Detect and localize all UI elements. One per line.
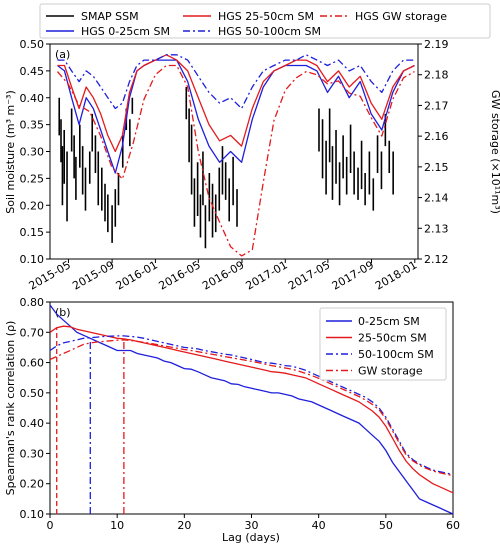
panel-a-y2tick-label: 2.18 — [424, 69, 449, 82]
panel-b-xtick-label: 50 — [379, 519, 393, 532]
panel-b-ytick-label: 0.40 — [20, 417, 45, 430]
series-line-25-50cm-sm — [49, 325, 454, 494]
panel-b: (b) 0.10 0.20 0.30 0.40 0.50 0.60 0.70 0.80 0 10… — [4, 296, 460, 544]
legend-label-hgs-0-25cm-sm: HGS 0-25cm SM — [81, 25, 170, 38]
legend-label-hgs-25-50cm-sm: HGS 25-50cm SM — [218, 10, 314, 23]
series-line-hgs-gw-storage — [57, 64, 415, 257]
panel-a-ytick-label: 0.25 — [20, 172, 45, 185]
panel-a-frame — [49, 43, 419, 260]
panel-a-xtick-label: 2016-05 — [157, 258, 203, 292]
panel-a-y2label: GW storage (×10¹¹m³) — [489, 90, 500, 214]
panel-a-y2tick-label: 2.12 — [424, 253, 449, 266]
panel-b-ytick-label: 0.10 — [20, 508, 45, 521]
panel-b-xtick-label: 0 — [47, 519, 54, 532]
panel-a-ytick-label: 0.45 — [20, 65, 45, 78]
panel-b-ytick-label: 0.60 — [20, 357, 45, 370]
panel-a-ylabel: Soil moisture (m³ m⁻³) — [4, 90, 17, 214]
panel-a-ytick-label: 0.10 — [20, 253, 45, 266]
panel-a-xtick-label: 2015-09 — [70, 258, 116, 292]
panel-b-x-axis: 0 10 20 30 40 50 60 — [47, 514, 460, 532]
panel-b-ytick-label: 0.50 — [20, 387, 45, 400]
panel-a-ytick-label: 0.35 — [20, 119, 45, 132]
legend-label-hgs-50-100cm-sm: HGS 50-100cm SM — [218, 25, 321, 38]
panel-a-ytick-label: 0.50 — [20, 38, 45, 51]
series-line-hgs-50-100cm-sm — [57, 54, 415, 110]
panel-b-legend-label-50-100cm-sm: 50-100cm SM — [358, 348, 434, 361]
panel-a-xtick-label: 2017-05 — [286, 258, 332, 292]
panel-b-xtick-label: 60 — [446, 519, 460, 532]
panel-b-series — [49, 304, 454, 515]
panel-a-y2tick-label: 2.15 — [424, 161, 449, 174]
legend-label-smap-ssm: SMAP SSM — [81, 10, 139, 23]
panel-a-label: (a) — [55, 48, 70, 61]
panel-a: (a) 0.10 0.15 0.20 0.25 0.30 0.35 0.40 0.45 0.50… — [4, 38, 500, 293]
panel-b-ylabel: Spearman's rank correlation (ρ) — [4, 321, 17, 496]
panel-a-xtick-label: 2017-09 — [330, 258, 376, 292]
panel-a-x-axis: 2015-052015-092016-012016-052016-092017-… — [27, 258, 420, 292]
panel-a-ytick-label: 0.40 — [20, 92, 45, 105]
series-line-hgs-0-25cm-sm — [57, 59, 415, 174]
panel-b-xtick-label: 20 — [177, 519, 191, 532]
panel-a-ytick-label: 0.15 — [20, 226, 45, 239]
panel-a-y2tick-label: 2.13 — [424, 222, 449, 235]
series-line-gw-storage — [49, 339, 454, 477]
top-legend: SMAP SSM HGS 25-50cm SM HGS GW storage HGS … — [39, 3, 491, 39]
series-line-hgs-25-50cm-sm — [57, 54, 415, 153]
panel-b-legend-frame — [319, 307, 447, 381]
panel-b-legend-label-25-50cm-sm: 25-50cm SM — [358, 332, 427, 345]
panel-b-legend-label-gw-storage: GW storage — [358, 365, 423, 378]
panel-b-legend-label-0-25cm-sm: 0-25cm SM — [358, 315, 420, 328]
panel-a-y2tick-label: 2.17 — [424, 99, 449, 112]
panel-b-legend: 0-25cm SM 25-50cm SM 50-100cm SM GW storage — [319, 307, 447, 381]
panel-a-ytick-label: 0.20 — [20, 199, 45, 212]
panel-a-xtick-label: 2018-01 — [373, 258, 419, 292]
panel-a-ytick-label: 0.30 — [20, 146, 45, 159]
panel-a-xtick-label: 2017-01 — [243, 258, 289, 292]
panel-b-ytick-label: 0.20 — [20, 478, 45, 491]
panel-a-xtick-label: 2016-09 — [200, 258, 246, 292]
panel-b-ytick-label: 0.80 — [20, 296, 45, 309]
panel-a-y2tick-label: 2.14 — [424, 192, 449, 205]
panel-a-right-axis: 2.12 2.13 2.14 2.15 2.16 2.17 2.18 2.19 — [418, 38, 449, 266]
panel-b-xtick-label: 30 — [245, 519, 259, 532]
series-line-0-25cm-sm — [49, 304, 454, 515]
top-legend-frame — [39, 3, 491, 39]
panel-b-ytick-label: 0.70 — [20, 326, 45, 339]
smap-ssm-series — [58, 87, 394, 249]
panel-b-ytick-label: 0.30 — [20, 447, 45, 460]
peak-lag-markers — [56, 327, 125, 514]
panel-a-left-axis: 0.10 0.15 0.20 0.25 0.30 0.35 0.40 0.45 0.50 — [20, 38, 50, 266]
panel-b-xlabel: Lag (days) — [222, 531, 280, 544]
panel-b-y-axis: 0.10 0.20 0.30 0.40 0.50 0.60 0.70 0.80 — [20, 296, 50, 521]
panel-b-xtick-label: 40 — [312, 519, 326, 532]
panel-a-y2tick-label: 2.19 — [424, 38, 449, 51]
legend-label-hgs-gw-storage: HGS GW storage — [355, 10, 447, 23]
series-line-50-100cm-sm — [49, 335, 454, 476]
panel-b-label: (b) — [55, 306, 71, 319]
panel-a-y2tick-label: 2.16 — [424, 130, 449, 143]
panel-b-xtick-label: 10 — [110, 519, 124, 532]
panel-a-xtick-label: 2016-01 — [114, 258, 160, 292]
panel-a-series — [57, 54, 415, 257]
